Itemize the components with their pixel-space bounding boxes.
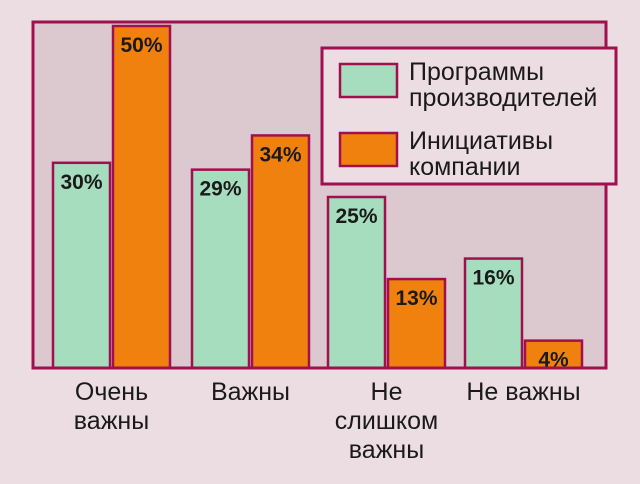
legend-label: Программы: [409, 58, 544, 86]
bar-programs-2: [190, 168, 251, 370]
data-label: 4%: [538, 349, 569, 372]
bar-initiatives-2: [250, 134, 311, 370]
legend-swatch-initiatives: [338, 131, 399, 168]
data-label: 16%: [472, 267, 514, 290]
category-label: Очень: [75, 378, 148, 406]
bar-initiatives-3: [386, 277, 447, 370]
category-label: Не: [371, 378, 403, 406]
data-label: 50%: [120, 34, 162, 57]
legend-label: Инициативы: [409, 127, 553, 155]
category-label: Важны: [211, 378, 290, 406]
bar-initiatives-1: [111, 24, 172, 370]
category-label: слишком: [335, 407, 438, 435]
category-label: Не важны: [466, 378, 580, 406]
data-label: 30%: [60, 171, 102, 194]
category-label: важны: [74, 407, 149, 435]
legend-label: компании: [409, 153, 521, 181]
legend-label: производителей: [409, 84, 597, 112]
bar-programs-3: [326, 195, 387, 370]
data-label: 25%: [335, 205, 377, 228]
data-label: 13%: [395, 287, 437, 310]
bar-programs-4: [463, 257, 524, 370]
category-label: важны: [349, 436, 424, 464]
plot-frame: [31, 20, 608, 370]
data-label: 34%: [259, 143, 301, 166]
bars-layer: 30% 50% 29% 34% 25% 13% 16% 4%: [51, 24, 584, 372]
legend-swatch-programs: [338, 62, 399, 99]
data-label: 29%: [199, 178, 241, 201]
